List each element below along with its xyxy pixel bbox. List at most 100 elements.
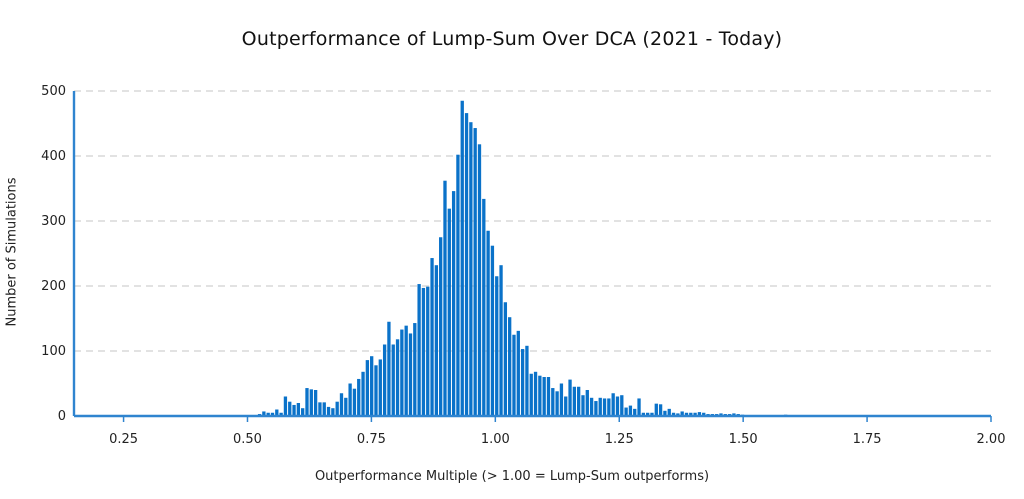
x-tick-label: 1.50 xyxy=(729,432,758,447)
histogram-bar xyxy=(352,388,357,416)
histogram-bar xyxy=(525,345,529,416)
histogram-bar xyxy=(555,391,559,416)
histogram-bar xyxy=(620,395,624,416)
histogram-bar xyxy=(546,377,551,416)
histogram-bar xyxy=(568,379,572,416)
y-tick-label: 100 xyxy=(41,344,66,359)
histogram-bar xyxy=(266,412,270,416)
histogram-bar xyxy=(598,397,602,416)
histogram-bar xyxy=(624,407,628,416)
x-tick-label: 0.25 xyxy=(109,432,138,447)
histogram-bar xyxy=(650,412,654,416)
histogram-bar xyxy=(577,386,581,416)
histogram-bar xyxy=(460,100,464,416)
chart-title: Outperformance of Lump-Sum Over DCA (202… xyxy=(241,28,783,50)
histogram-bar xyxy=(559,383,564,416)
histogram-bar xyxy=(348,383,352,416)
histogram-bar xyxy=(288,401,292,416)
histogram-bar xyxy=(326,406,331,416)
histogram-bar xyxy=(322,402,326,416)
histogram-bar xyxy=(671,412,676,416)
histogram-bar xyxy=(434,265,439,416)
histogram-bar xyxy=(628,405,633,416)
histogram-bar xyxy=(430,258,434,416)
histogram-bar xyxy=(365,360,370,416)
histogram-bar xyxy=(275,409,279,416)
y-tick-labels: 0 100 200 300 400 500 xyxy=(41,84,66,424)
histogram-bar xyxy=(279,412,283,416)
histogram-bar xyxy=(456,154,460,416)
histogram-bar xyxy=(301,408,305,416)
x-tick-label: 1.25 xyxy=(605,432,634,447)
histogram-bar xyxy=(426,286,430,416)
histogram-bar xyxy=(512,334,516,416)
histogram-bar xyxy=(413,323,417,416)
x-tick-labels: 0.25 0.50 0.75 1.00 1.25 1.50 1.75 2.00 xyxy=(109,416,1005,447)
histogram-bar xyxy=(520,349,525,416)
histogram-bar xyxy=(680,411,684,416)
y-tick-label: 200 xyxy=(41,279,66,294)
histogram-bars xyxy=(257,100,792,417)
histogram-bar xyxy=(447,208,451,416)
histogram-bar xyxy=(607,398,611,416)
histogram-bar xyxy=(357,378,361,416)
grid-lines xyxy=(74,90,991,352)
histogram-bar xyxy=(533,371,538,416)
histogram-bar xyxy=(378,359,382,416)
histogram-bar xyxy=(262,411,266,416)
histogram-bar xyxy=(451,191,456,416)
histogram-bar xyxy=(646,412,650,416)
histogram-bar xyxy=(283,396,288,416)
histogram-bar xyxy=(339,393,344,416)
histogram-bar xyxy=(667,408,671,416)
y-tick-label: 400 xyxy=(41,149,66,164)
histogram-bar xyxy=(443,180,447,416)
histogram-bar xyxy=(689,412,693,416)
histogram-bar xyxy=(516,330,520,416)
histogram-bar xyxy=(335,401,339,416)
histogram-bar xyxy=(361,371,365,416)
histogram-bar xyxy=(633,408,637,416)
histogram-bar xyxy=(417,284,421,416)
histogram-bar xyxy=(464,113,469,416)
histogram-bar xyxy=(641,412,646,416)
histogram-bar xyxy=(387,321,391,416)
x-tick-label: 1.75 xyxy=(853,432,882,447)
histogram-bar xyxy=(309,389,313,416)
x-tick-label: 1.00 xyxy=(481,432,510,447)
histogram-bar xyxy=(490,245,495,416)
histogram-bar xyxy=(602,398,607,416)
histogram-bar xyxy=(542,377,546,416)
histogram-bar xyxy=(477,144,482,417)
histogram-bar xyxy=(292,404,296,416)
y-tick-label: 300 xyxy=(41,214,66,229)
histogram-bar xyxy=(270,412,275,416)
histogram-bar xyxy=(581,395,585,416)
y-tick-label: 500 xyxy=(41,84,66,99)
axes xyxy=(72,91,991,418)
x-tick-label: 0.75 xyxy=(357,432,386,447)
histogram-bar xyxy=(486,230,490,416)
histogram-bar xyxy=(331,408,335,416)
histogram-bar xyxy=(572,386,577,416)
x-tick-label: 0.50 xyxy=(233,432,262,447)
histogram-bar xyxy=(615,396,620,416)
histogram-bar xyxy=(391,344,395,416)
x-tick-label: 2.00 xyxy=(977,432,1006,447)
histogram-bar xyxy=(663,410,667,416)
histogram-bar xyxy=(594,401,598,416)
histogram-bar xyxy=(469,122,473,416)
histogram-bar xyxy=(693,412,697,416)
histogram-bar xyxy=(439,237,443,416)
histogram-bar xyxy=(684,412,689,416)
histogram-bar xyxy=(370,356,374,416)
histogram-bar xyxy=(499,265,503,416)
histogram-bar xyxy=(344,397,348,416)
histogram-bar xyxy=(382,344,387,416)
histogram-bar xyxy=(676,413,680,416)
histogram-bar xyxy=(482,198,486,416)
histogram-bar xyxy=(658,404,663,416)
histogram-bar xyxy=(551,388,555,416)
histogram-bar xyxy=(585,390,589,416)
